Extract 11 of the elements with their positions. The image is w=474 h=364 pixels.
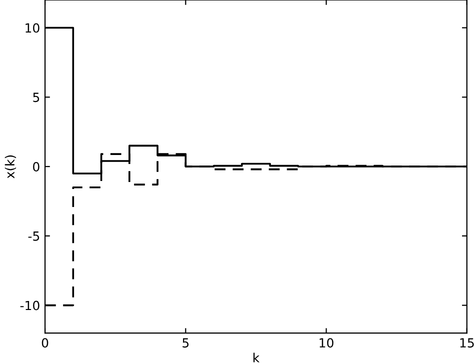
x-tick-label: 5	[182, 338, 189, 348]
y-tick-label: 0	[33, 162, 40, 172]
x-tick-label: 15	[460, 338, 474, 348]
y-tick-label: -10	[20, 300, 40, 310]
y-axis-title: x(k)	[4, 155, 16, 178]
y-tick-label: 10	[26, 23, 40, 33]
x-tick-label: 10	[320, 338, 334, 348]
y-tick-label: -5	[28, 232, 40, 241]
x-tick-label: 0	[42, 338, 48, 348]
y-tick-label: 5	[33, 92, 40, 102]
x-axis-title: k	[253, 352, 260, 362]
